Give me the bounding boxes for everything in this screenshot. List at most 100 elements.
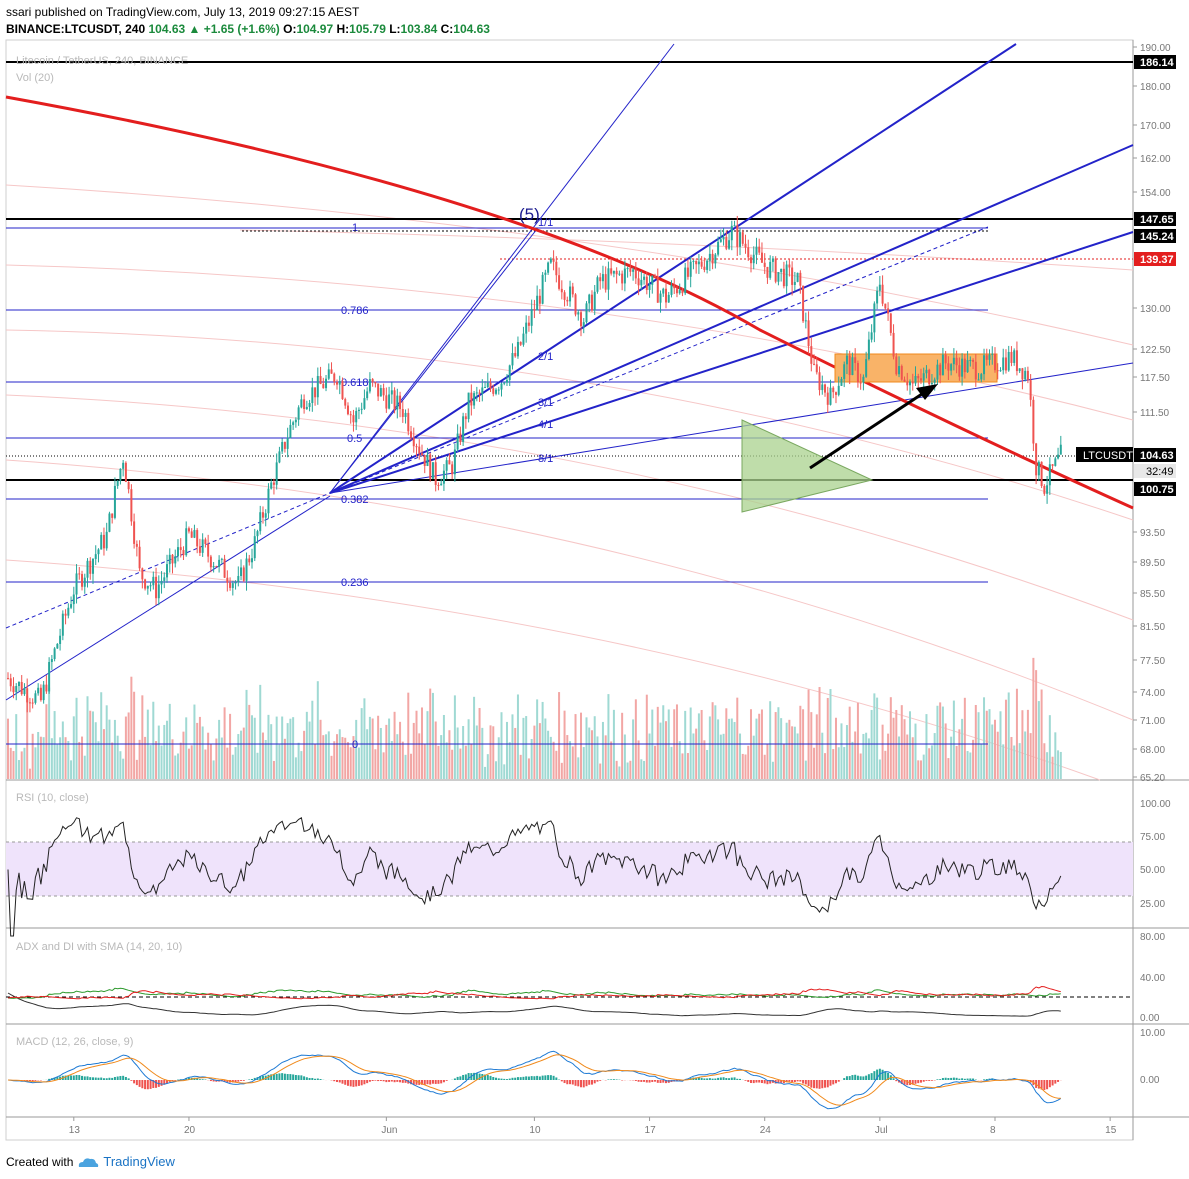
macd-hist-bar [473, 1072, 476, 1080]
candle-body [72, 594, 75, 605]
macd-hist-bar [782, 1080, 785, 1084]
volume-bar [994, 719, 996, 779]
candle-body [728, 240, 731, 249]
candle-body [267, 488, 270, 514]
candle-body [601, 274, 604, 282]
candle-body [330, 369, 333, 374]
macd-hist-bar [525, 1076, 528, 1080]
symmetrical-triangle[interactable] [741, 419, 874, 513]
volume-bar [440, 735, 443, 779]
volume-bar [272, 760, 275, 779]
volume-bar [621, 712, 624, 779]
macd-hist-bar [527, 1076, 530, 1080]
volume-bar [261, 732, 264, 779]
candle-body [484, 387, 487, 389]
candle-body [94, 554, 97, 559]
volume-bar [914, 723, 917, 779]
candle-body [909, 381, 912, 386]
macd-hist-bar [146, 1080, 149, 1090]
candle-body [747, 247, 750, 258]
macd-hist-bar [854, 1074, 857, 1080]
macd-hist-bar [500, 1078, 503, 1080]
candle-body [102, 534, 105, 549]
candle-body [264, 513, 267, 518]
macd-hist-bar [1046, 1080, 1049, 1090]
volume-bar [418, 733, 421, 779]
candle-body [889, 313, 892, 333]
tag-186: 186.14 [1140, 57, 1175, 69]
macd-tick-10: 10.00 [1140, 1028, 1165, 1039]
candle-body [81, 574, 84, 587]
candle-body [138, 546, 141, 569]
candle-body [876, 290, 879, 304]
candle-body [185, 528, 188, 556]
macd-hist-bar [212, 1080, 215, 1082]
macd-hist-bar [804, 1080, 807, 1085]
macd-hist-bar [467, 1073, 470, 1080]
volume-bar [585, 717, 588, 779]
macd-hist-bar [97, 1077, 100, 1080]
volume-bars [7, 657, 1062, 779]
candle-body [533, 309, 536, 311]
volume-bar [187, 748, 190, 779]
candle-body [122, 462, 125, 469]
candle-body [229, 582, 232, 588]
candle-body [848, 355, 851, 376]
volume-bar [686, 753, 689, 779]
macd-hist-bar [695, 1077, 698, 1080]
volume-bar [459, 748, 462, 779]
time-tick-label: Jun [381, 1125, 397, 1136]
projection-arrow[interactable] [809, 384, 938, 470]
volume-bar [363, 698, 366, 779]
candle-body [689, 261, 692, 277]
volume-bar [969, 752, 972, 779]
volume-bar [470, 744, 473, 779]
macd-hist-bar [64, 1075, 67, 1080]
macd-hist-bar [728, 1078, 731, 1080]
volume-bar [991, 724, 994, 779]
macd-hist-bar [656, 1080, 659, 1083]
macd-hist-bar [31, 1080, 34, 1082]
candle-body [577, 312, 580, 315]
price-tick-label: 77.50 [1140, 656, 1165, 667]
rsi-tick-25: 25.00 [1140, 899, 1165, 910]
macd-hist-bar [410, 1080, 413, 1085]
volume-bar [763, 754, 766, 779]
candle-body [615, 270, 618, 275]
macd-hist-bar [829, 1080, 832, 1086]
volume-bar [453, 695, 456, 779]
time-tick-label: 20 [184, 1125, 196, 1136]
volume-bar [706, 750, 709, 779]
tradingview-brand[interactable]: TradingView [103, 1154, 175, 1169]
candle-body [538, 295, 541, 304]
candle-body [878, 284, 881, 291]
candle-body [130, 489, 133, 522]
macd-hist-bar [130, 1080, 133, 1081]
macd-hist-bar [275, 1073, 278, 1080]
macd-hist-bar [725, 1078, 728, 1080]
macd-hist-bar [423, 1080, 426, 1085]
volume-bar [656, 706, 659, 779]
volume-bar [516, 694, 519, 779]
candle-body [536, 295, 539, 311]
candle-body [426, 454, 429, 466]
price-tick-label: 111.50 [1140, 408, 1170, 419]
macd-hist-bar [94, 1077, 97, 1080]
macd-hist-bar [72, 1075, 75, 1080]
candle-body [393, 390, 396, 410]
macd-hist-bar [492, 1077, 495, 1080]
macd-hist-bar [870, 1073, 873, 1080]
macd-hist-bar [440, 1080, 443, 1084]
tag-145: 145.24 [1140, 231, 1175, 243]
macd-hist-bar [138, 1080, 141, 1087]
volume-bar [739, 733, 742, 779]
macd-hist-bar [242, 1080, 245, 1081]
candle-body [64, 613, 67, 616]
volume-bar [48, 687, 51, 779]
volume-bar [412, 722, 415, 779]
volume-bar [486, 754, 489, 779]
candle-body [824, 384, 827, 393]
macd-hist-bar [48, 1078, 51, 1080]
macd-hist-bar [818, 1080, 821, 1089]
